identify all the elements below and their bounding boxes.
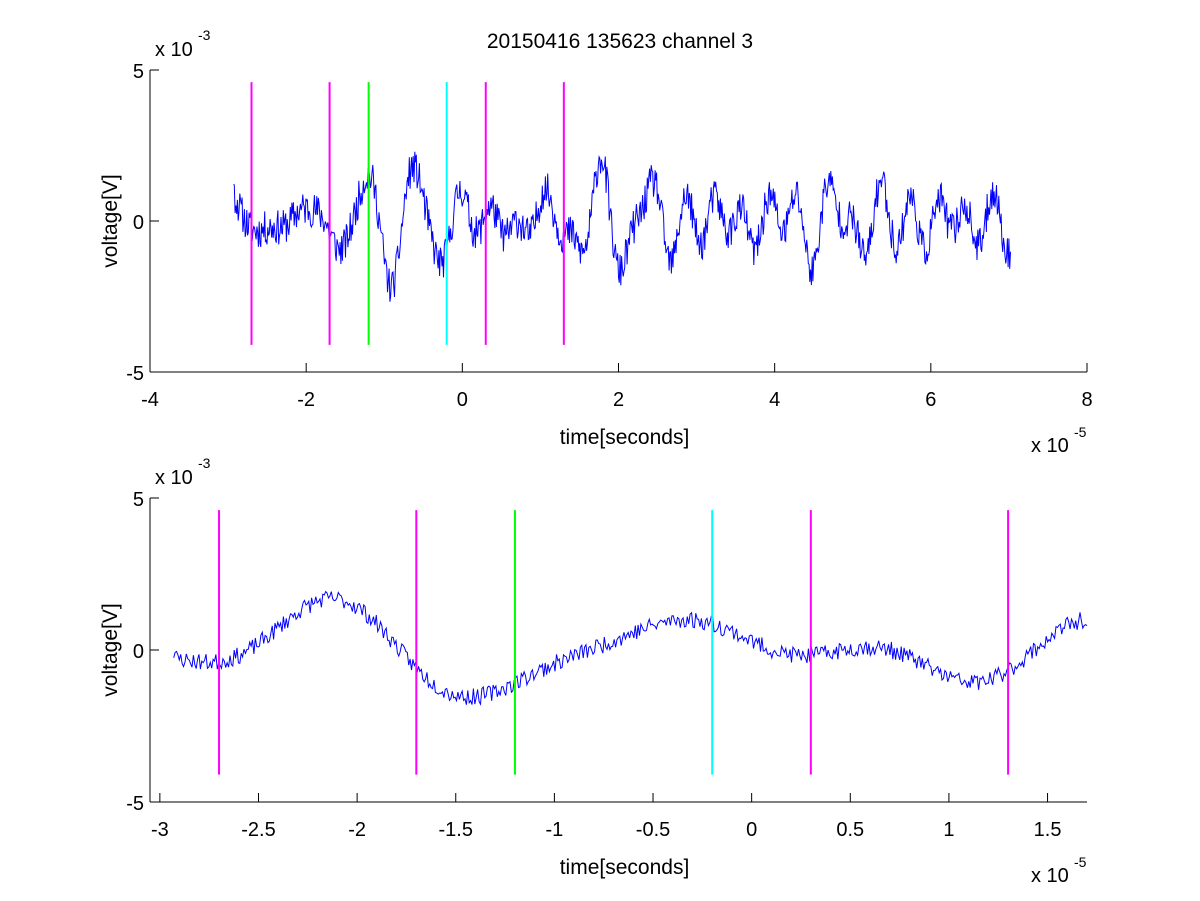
y-tick-label: -5 (126, 793, 144, 815)
y-tick-label: 0 (133, 641, 144, 663)
x-tick-label: -2.5 (241, 819, 275, 841)
y-tick-label: 5 (133, 61, 144, 83)
x-tick-label: -4 (141, 389, 159, 411)
y-tick-label: -5 (126, 363, 144, 385)
figure-title: 20150416 135623 channel 3 (487, 30, 753, 53)
y-exponent-label: x 10 (155, 467, 193, 489)
x-axis-label: time[seconds] (560, 856, 690, 879)
x-tick-label: 0.5 (836, 819, 864, 841)
x-tick-label: -2 (348, 819, 366, 841)
y-exponent-label: x 10 (155, 39, 193, 61)
x-tick-label: 8 (1081, 389, 1092, 411)
x-tick-label: 1.5 (1034, 819, 1062, 841)
bottom-axes: -3 -2.5 -2 -1.5 -1 -0.5 0 0.5 1 1.5 5 0 -5 time[secon… (99, 455, 1088, 887)
x-tick-label: -1 (545, 819, 563, 841)
y-tick-label: 0 (133, 212, 144, 234)
x-tick-label: -3 (151, 819, 169, 841)
x-tick-label: -2 (297, 389, 315, 411)
y-tick-label: 5 (133, 489, 144, 511)
x-exponent-power: -5 (1074, 424, 1087, 440)
x-exponent-label: x 10 (1031, 435, 1069, 457)
signal-trace (173, 590, 1088, 706)
x-tick-label: 1 (943, 819, 954, 841)
x-tick-label: -0.5 (636, 819, 670, 841)
x-tick-label: 4 (769, 389, 780, 411)
x-tick-label: -1.5 (439, 819, 473, 841)
x-tick-label: 2 (613, 389, 624, 411)
x-tick-label: 6 (925, 389, 936, 411)
x-tick-label: 0 (457, 389, 468, 411)
y-axis-label: voltage[V] (99, 603, 122, 696)
y-axis-label: voltage[V] (99, 174, 122, 267)
y-exponent-power: -3 (198, 27, 211, 43)
y-exponent-power: -3 (198, 455, 211, 471)
top-axes: -4 -2 0 2 4 6 8 5 0 -5 time[seconds] voltage[V] x 10… (99, 27, 1093, 457)
x-exponent-power: -5 (1074, 854, 1087, 870)
x-tick-label: 0 (746, 819, 757, 841)
x-axis-label: time[seconds] (560, 426, 690, 449)
x-exponent-label: x 10 (1031, 865, 1069, 887)
signal-trace (233, 151, 1011, 302)
